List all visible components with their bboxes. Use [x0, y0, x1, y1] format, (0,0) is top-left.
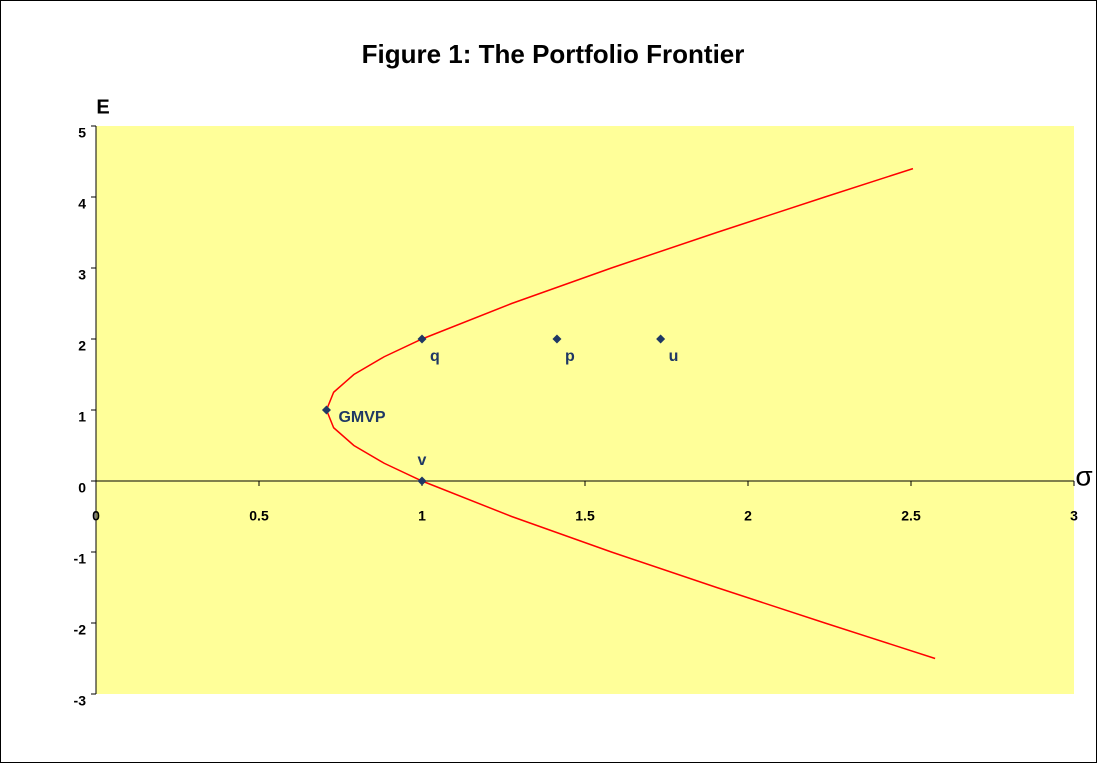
y-tick-label: 4: [78, 196, 86, 212]
x-axis-label: σ: [1075, 460, 1092, 491]
y-tick-label: 5: [78, 125, 86, 141]
point: [552, 334, 562, 344]
y-axis-label: E: [96, 96, 109, 118]
point-label: v: [418, 452, 427, 469]
point-label: q: [430, 348, 440, 365]
chart-title: Figure 1: The Portfolio Frontier: [362, 39, 745, 69]
x-tick-label: 2.5: [901, 508, 921, 524]
point-label: GMVP: [338, 409, 385, 426]
point-label: u: [669, 348, 679, 365]
x-tick-label: 0: [92, 508, 100, 524]
y-tick-label: 3: [78, 267, 86, 283]
y-tick-label: -3: [74, 693, 87, 709]
y-tick-label: 1: [78, 409, 86, 425]
point: [321, 405, 331, 415]
y-tick-label: -1: [74, 551, 87, 567]
point: [656, 334, 666, 344]
y-tick-label: -2: [74, 622, 87, 638]
point-label: p: [565, 348, 575, 365]
x-tick-label: 3: [1070, 508, 1078, 524]
y-tick-label: 0: [78, 480, 86, 496]
x-tick-label: 0.5: [249, 508, 269, 524]
x-tick-label: 2: [744, 508, 752, 524]
x-tick-label: 1: [418, 508, 426, 524]
point: [417, 476, 427, 486]
y-tick-label: 2: [78, 338, 86, 354]
x-tick-label: 1.5: [575, 508, 595, 524]
point: [417, 334, 427, 344]
plot-area: [96, 126, 1074, 694]
